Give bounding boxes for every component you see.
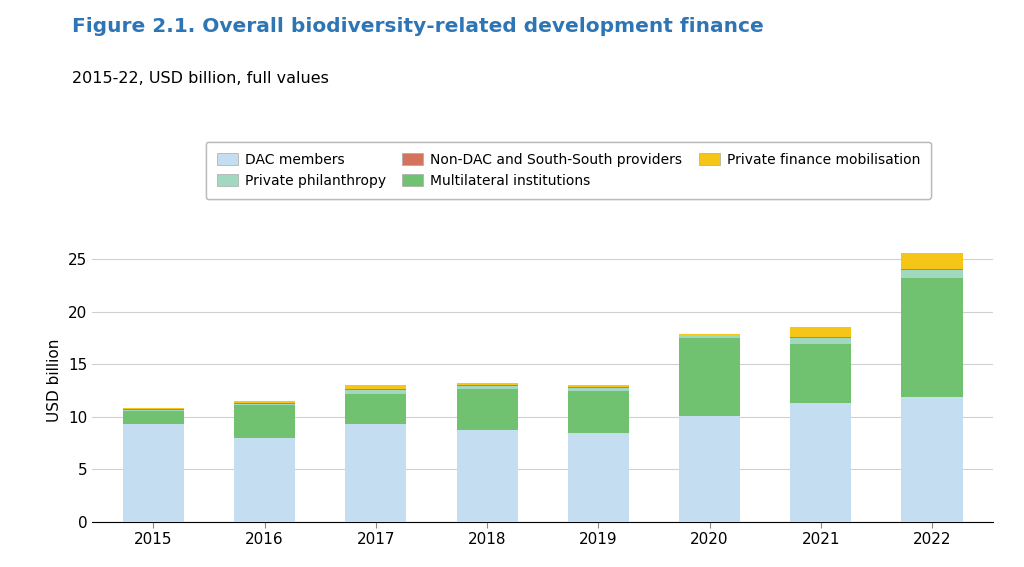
Bar xyxy=(901,270,963,278)
Bar xyxy=(345,390,407,393)
Bar xyxy=(345,424,407,522)
Bar xyxy=(791,344,851,403)
Bar xyxy=(679,416,740,522)
Bar xyxy=(234,438,295,522)
Bar xyxy=(567,385,629,387)
Y-axis label: USD billion: USD billion xyxy=(47,338,62,422)
Bar xyxy=(567,388,629,391)
Bar xyxy=(345,393,407,424)
Bar xyxy=(567,391,629,433)
Text: 2015-22, USD billion, full values: 2015-22, USD billion, full values xyxy=(72,71,329,86)
Bar xyxy=(234,405,295,438)
Bar xyxy=(123,408,184,409)
Bar xyxy=(679,335,740,338)
Bar xyxy=(901,397,963,522)
Bar xyxy=(345,389,407,390)
Text: Figure 2.1. Overall biodiversity-related development finance: Figure 2.1. Overall biodiversity-related… xyxy=(72,17,764,36)
Bar xyxy=(234,404,295,405)
Bar xyxy=(457,430,518,522)
Legend: DAC members, Private philanthropy, Non-DAC and South-South providers, Multilater: DAC members, Private philanthropy, Non-D… xyxy=(206,142,931,198)
Bar xyxy=(457,386,518,390)
Bar xyxy=(345,385,407,389)
Bar xyxy=(791,403,851,522)
Bar xyxy=(791,327,851,337)
Bar xyxy=(457,383,518,384)
Bar xyxy=(123,424,184,522)
Bar xyxy=(457,384,518,386)
Bar xyxy=(901,269,963,270)
Bar xyxy=(234,401,295,403)
Bar xyxy=(901,278,963,397)
Bar xyxy=(901,253,963,269)
Bar xyxy=(457,390,518,430)
Bar xyxy=(679,338,740,416)
Bar xyxy=(567,387,629,388)
Bar xyxy=(123,410,184,412)
Bar xyxy=(567,433,629,522)
Bar xyxy=(123,412,184,424)
Bar xyxy=(791,338,851,344)
Bar xyxy=(791,337,851,338)
